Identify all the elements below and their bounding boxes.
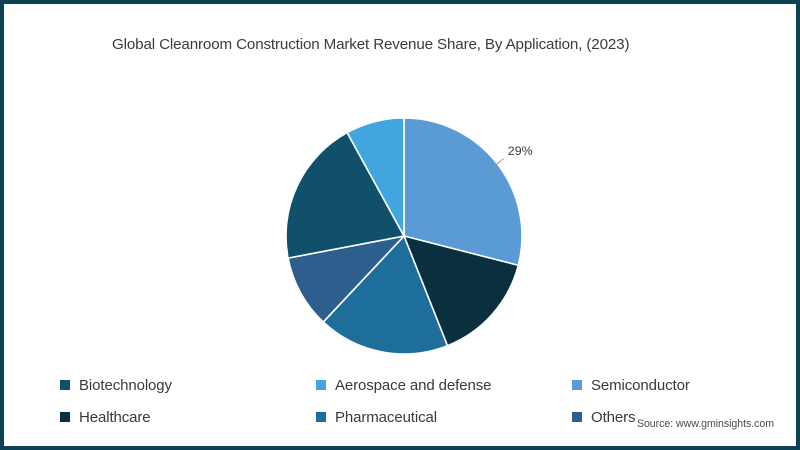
legend-row: Healthcare Pharmaceutical Others <box>60 401 760 433</box>
pie-chart-svg <box>285 117 523 355</box>
pie-label-leader-line <box>493 158 505 167</box>
legend-item-pharmaceutical[interactable]: Pharmaceutical <box>316 409 572 426</box>
legend-swatch-icon <box>60 380 70 390</box>
legend-label: Biotechnology <box>79 376 172 394</box>
legend-item-biotechnology[interactable]: Biotechnology <box>60 377 316 394</box>
legend-label: Others <box>591 408 636 426</box>
legend-row: Biotechnology Aerospace and defense Semi… <box>60 369 760 401</box>
pie-slice-pharmaceutical[interactable] <box>322 235 449 355</box>
legend-label: Pharmaceutical <box>335 408 437 426</box>
legend-item-others[interactable]: Others <box>572 409 760 426</box>
legend-swatch-icon <box>60 412 70 422</box>
legend-label: Aerospace and defense <box>335 376 492 394</box>
legend-swatch-icon <box>316 412 326 422</box>
legend-swatch-icon <box>572 412 582 422</box>
chart-legend: Biotechnology Aerospace and defense Semi… <box>60 369 760 433</box>
legend-label: Semiconductor <box>591 376 690 394</box>
pie-chart: 29% <box>4 4 796 364</box>
pie-slice-healthcare[interactable] <box>403 235 520 347</box>
legend-item-healthcare[interactable]: Healthcare <box>60 409 316 426</box>
pie-slice-biotechnology[interactable] <box>285 131 405 259</box>
pie-data-label-semiconductor: 29% <box>507 143 533 158</box>
pie-slice-others[interactable] <box>287 235 405 323</box>
page-title: Global Cleanroom Construction Market Rev… <box>112 36 630 53</box>
source-attribution: Source: www.gminsights.com <box>636 418 774 430</box>
legend-item-aerospace-and-defense[interactable]: Aerospace and defense <box>316 377 572 394</box>
legend-swatch-icon <box>572 380 582 390</box>
legend-item-semiconductor[interactable]: Semiconductor <box>572 377 760 394</box>
pie-slice-aerospace-and-defense[interactable] <box>346 117 405 237</box>
legend-label: Healthcare <box>79 408 151 426</box>
legend-swatch-icon <box>316 380 326 390</box>
